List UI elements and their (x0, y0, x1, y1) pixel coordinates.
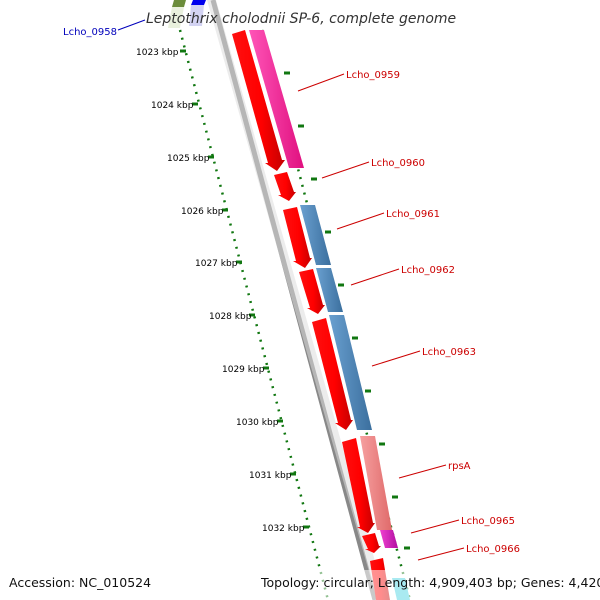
category-bar-lcho-0965 (380, 530, 398, 548)
feature-green-shadow (168, 7, 184, 28)
backbone-band (207, 0, 386, 600)
tick-label-1029: 1029 kbp (222, 365, 265, 375)
tick-label-1025: 1025 kbp (167, 154, 210, 164)
leader-line-lcho-0960 (321, 161, 370, 179)
leader-line-lcho-0966 (417, 547, 465, 561)
gene-label-lcho-0965[interactable]: Lcho_0965 (461, 516, 515, 527)
tick-label-1023: 1023 kbp (136, 48, 179, 58)
leader-line-lcho-0958 (117, 19, 146, 31)
leader-line-lcho-0965 (410, 519, 460, 534)
tick-label-1032: 1032 kbp (262, 524, 305, 534)
tick-label-1028: 1028 kbp (209, 312, 252, 322)
cds-arrow-rpsa (342, 438, 375, 533)
tick-label-1031: 1031 kbp (249, 471, 292, 481)
category-bar-lcho-0963 (329, 315, 372, 430)
cds-arrow-lcho-0965 (362, 533, 381, 553)
cds-arrow-lcho-0959 (232, 30, 285, 171)
gene-label-rpsa[interactable]: rpsA (448, 461, 471, 472)
cds-arrow-lcho-0960 (274, 172, 296, 201)
gene-label-lcho-0959[interactable]: Lcho_0959 (346, 70, 400, 81)
leader-line-lcho-0963 (371, 350, 421, 367)
cds-arrow-lcho-0962 (299, 269, 325, 314)
tick-label-1024: 1024 kbp (151, 101, 194, 111)
leader-line-lcho-0961 (336, 212, 385, 230)
leader-line-lcho-0962 (350, 268, 400, 286)
gene-label-lcho-0963[interactable]: Lcho_0963 (422, 347, 476, 358)
category-bar-lcho-0961 (300, 205, 331, 265)
tick-marks (180, 49, 410, 550)
map-title: Leptothrix cholodnii SP-6, complete geno… (146, 11, 456, 27)
cds-arrow-lcho-0963 (312, 318, 353, 430)
cds-arrow-lcho-0961 (283, 207, 312, 268)
gene-label-lcho-0962[interactable]: Lcho_0962 (401, 265, 455, 276)
accession-text: Accession: NC_010524 (9, 575, 151, 590)
feature-green (172, 0, 186, 7)
footer-background (0, 570, 600, 600)
gene-label-lcho-0960[interactable]: Lcho_0960 (371, 158, 425, 169)
gene-label-lcho-0958[interactable]: Lcho_0958 (63, 27, 117, 38)
gene-label-lcho-0966[interactable]: Lcho_0966 (466, 544, 520, 555)
feature-blue-shadow (189, 5, 204, 26)
leader-line-rpsa (398, 464, 447, 479)
feature-blue (191, 0, 206, 5)
tick-label-1026: 1026 kbp (181, 207, 224, 217)
leader-line-lcho-0959 (297, 73, 345, 92)
category-bar-lcho-0962 (316, 268, 343, 312)
tick-label-1027: 1027 kbp (195, 259, 238, 269)
tick-label-1030: 1030 kbp (236, 418, 279, 428)
leader-lines (117, 19, 465, 561)
topology-text: Topology: circular; Length: 4,909,403 bp… (260, 575, 600, 590)
category-bar-lcho-0959 (249, 30, 304, 168)
category-bar-rpsa (360, 436, 392, 530)
gene-label-lcho-0961[interactable]: Lcho_0961 (386, 209, 440, 220)
